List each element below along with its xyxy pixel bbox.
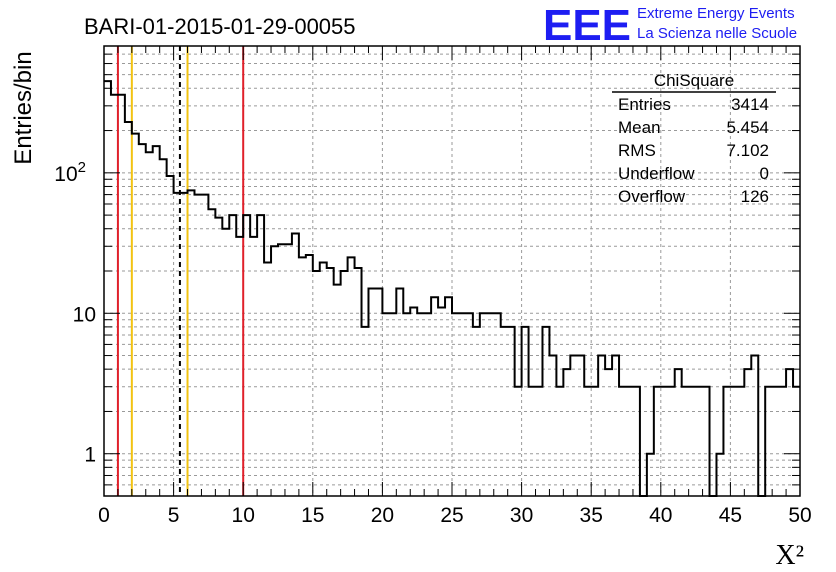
stats-row-value: 5.454 xyxy=(726,118,769,137)
stats-row-value: 126 xyxy=(741,187,769,206)
logo-mark: EEE xyxy=(543,1,631,50)
x-tick-label: 25 xyxy=(440,504,463,527)
x-tick-label: 50 xyxy=(788,504,811,527)
stats-row-label: Overflow xyxy=(618,187,686,206)
x-tick-label: 30 xyxy=(510,504,533,527)
x-tick-label: 45 xyxy=(719,504,742,527)
stats-box: ChiSquare Entries 3414 Mean 5.454 RMS 7.102 Un… xyxy=(612,71,776,206)
x-tick-label: 35 xyxy=(580,504,603,527)
y-tick-label: 1 xyxy=(84,444,96,467)
stats-row-value: 3414 xyxy=(731,95,769,114)
stats-row-label: RMS xyxy=(618,141,656,160)
y-tick-label: 102 xyxy=(54,159,86,186)
x-tick-labels: 0 5 10 15 20 25 30 35 40 45 50 xyxy=(98,504,812,527)
x-axis-label: X² xyxy=(775,540,804,571)
y-tick-labels: 1 10 102 xyxy=(54,159,96,467)
x-tick-label: 20 xyxy=(371,504,394,527)
plot-title: BARI-01-2015-01-29-00055 xyxy=(84,14,356,39)
axis-ticks xyxy=(103,45,801,497)
stats-row-label: Entries xyxy=(618,95,671,114)
stats-row-label: Underflow xyxy=(618,164,695,183)
eee-logo: EEE Extreme Energy Events La Scienza nel… xyxy=(543,1,797,50)
x-tick-label: 5 xyxy=(168,504,180,527)
logo-line-2: La Scienza nelle Scuole xyxy=(637,25,797,42)
reference-lines xyxy=(116,46,245,496)
stats-title: ChiSquare xyxy=(654,71,734,90)
y-tick-label: 10 xyxy=(73,303,96,326)
x-tick-label: 40 xyxy=(649,504,672,527)
x-tick-label: 15 xyxy=(301,504,324,527)
stats-rows: Entries 3414 Mean 5.454 RMS 7.102 Underflow 0 Ov… xyxy=(618,95,769,206)
stats-row-label: Mean xyxy=(618,118,661,137)
y-axis-label: Entries/bin xyxy=(10,51,37,164)
stats-row-value: 0 xyxy=(760,164,769,183)
logo-line-1: Extreme Energy Events xyxy=(637,5,795,22)
x-tick-label: 0 xyxy=(98,504,110,527)
histogram-outline xyxy=(104,80,800,497)
x-tick-label: 10 xyxy=(232,504,255,527)
grid-lines xyxy=(104,46,800,496)
stats-row-value: 7.102 xyxy=(726,141,769,160)
